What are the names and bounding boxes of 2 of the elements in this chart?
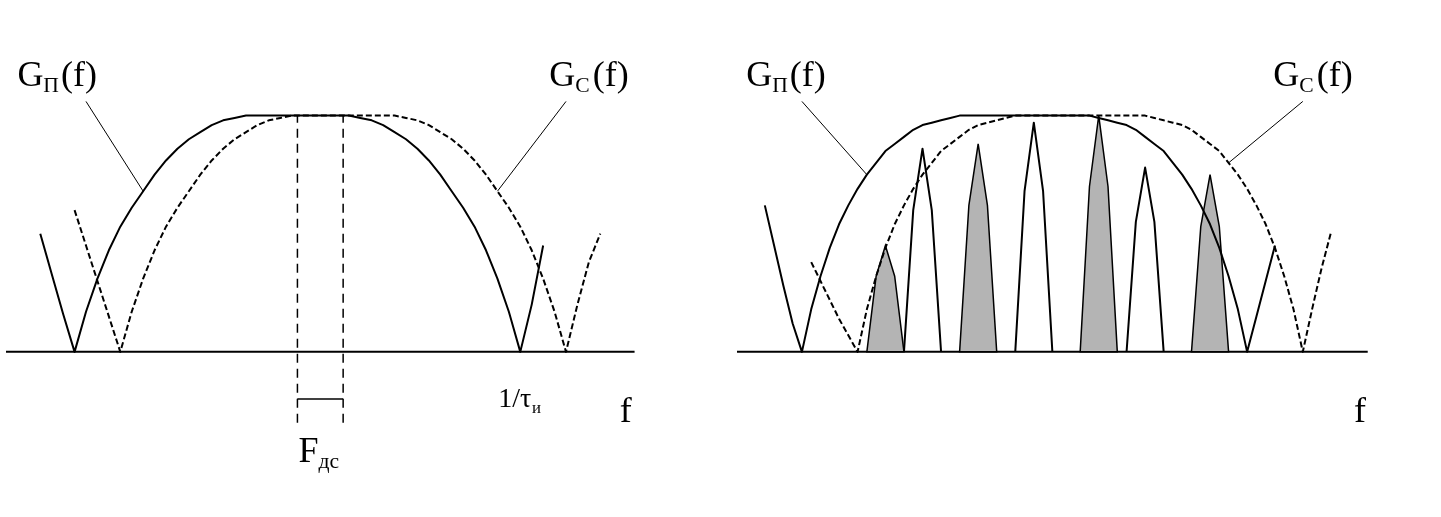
x-axis-title: f bbox=[619, 389, 632, 430]
x-axis-title: f bbox=[1354, 389, 1367, 430]
